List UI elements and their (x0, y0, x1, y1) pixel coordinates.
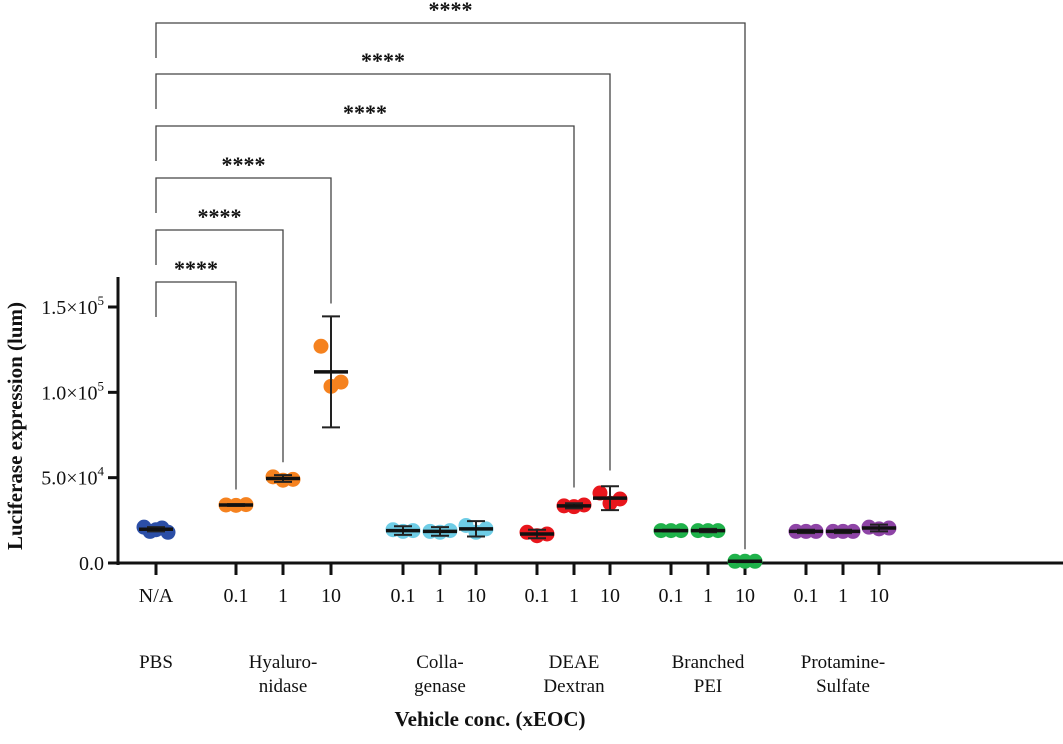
axes: 0.0 5.0×104 1.0×105 1.5×105 N/A PBS 0.1 1 10 Hyal… (41, 277, 1063, 697)
x-tick-label: 1 (703, 585, 713, 607)
significance-bracket (155, 281, 237, 490)
x-tick-label: 1 (435, 585, 445, 607)
x-tick-label: 1 (278, 585, 288, 607)
significance-label: **** (429, 0, 473, 22)
group-label: DEAE (549, 652, 600, 673)
significance-bracket (155, 73, 611, 471)
group-label: nidase (259, 676, 308, 697)
significance-brackets: **** **** **** **** **** **** (155, 0, 746, 550)
x-tick-label: 0.1 (659, 585, 684, 607)
group-label: Hyaluro- (249, 652, 318, 673)
group-label: genase (414, 676, 466, 697)
x-tick-label: 10 (321, 585, 341, 607)
group-label: PEI (694, 676, 723, 697)
group-label: PBS (139, 652, 173, 673)
x-tick-label: 0.1 (224, 585, 249, 607)
y-tick-label: 1.5×105 (41, 293, 104, 319)
x-tick-label: 0.1 (794, 585, 819, 607)
x-tick-label: 10 (466, 585, 486, 607)
significance-bracket (155, 22, 746, 550)
group-label: Branched (672, 652, 745, 673)
x-tick-label: N/A (139, 585, 174, 607)
x-tick-label: 10 (600, 585, 620, 607)
significance-bracket (155, 229, 284, 463)
x-tick-label: 10 (869, 585, 889, 607)
significance-label: **** (174, 256, 218, 281)
significance-bracket (155, 177, 332, 304)
significance-label: **** (343, 100, 387, 125)
significance-label: **** (198, 204, 242, 229)
x-axis-label: Vehicle conc. (xEOC) (394, 707, 585, 731)
group-label: Colla- (416, 652, 464, 673)
x-tick-label: 10 (735, 585, 755, 607)
x-tick-label: 0.1 (391, 585, 416, 607)
significance-bracket (155, 125, 575, 488)
group-label: Protamine- (801, 652, 885, 673)
data-marks (136, 315, 897, 569)
data-point (333, 374, 349, 390)
y-tick-label: 0.0 (79, 553, 104, 575)
data-point (313, 338, 329, 354)
significance-label: **** (361, 48, 405, 73)
y-tick-label: 5.0×104 (41, 464, 104, 490)
y-tick-label: 1.0×105 (41, 378, 104, 404)
y-axis-label: Luciferase expression (lum) (3, 302, 27, 550)
x-tick-label: 1 (838, 585, 848, 607)
x-tick-label: 1 (569, 585, 579, 607)
group-label: Dextran (543, 676, 605, 697)
x-tick-label: 0.1 (525, 585, 550, 607)
significance-label: **** (222, 152, 266, 177)
group-label: Sulfate (816, 676, 870, 697)
